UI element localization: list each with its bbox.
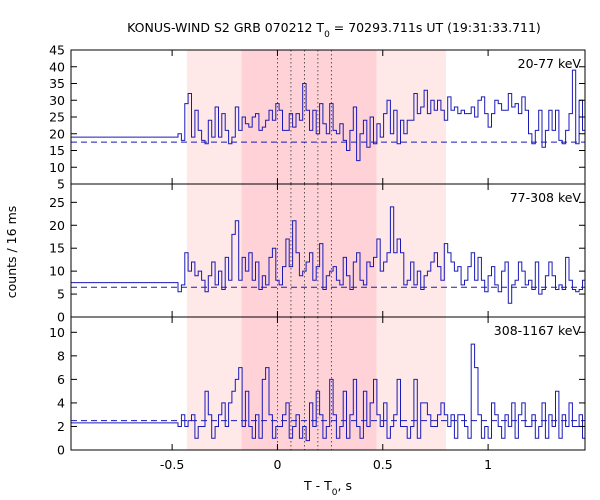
y-tick-label: 10 — [49, 160, 65, 175]
y-tick-label: 8 — [57, 348, 65, 363]
chart-title-rest: = 70293.711s UT (19:31:33.711) — [330, 20, 541, 35]
chart-title-subscript: 0 — [324, 30, 330, 40]
y-tick-label: 25 — [49, 110, 65, 125]
y-tick-label: 4 — [57, 395, 65, 410]
energy-band-label: 20-77 keV — [518, 56, 582, 71]
y-tick-label: 0 — [57, 443, 65, 458]
x-tick-label: -0.5 — [160, 457, 184, 472]
y-tick-label: 45 — [49, 43, 65, 58]
y-tick-label: 2 — [57, 419, 65, 434]
chart-title-main: KONUS-WIND S2 GRB 070212 T — [127, 20, 324, 35]
y-tick-label: 20 — [49, 218, 65, 233]
energy-band-label: 308-1167 keV — [494, 323, 582, 338]
x-axis-title-main: T - T — [303, 478, 332, 493]
x-tick-label: 0 — [273, 457, 281, 472]
y-tick-label: 6 — [57, 372, 65, 387]
y-tick-label: 10 — [49, 264, 65, 279]
y-tick-label: 25 — [49, 195, 65, 210]
chart-title: KONUS-WIND S2 GRB 070212 T0 = 70293.711s… — [127, 20, 541, 40]
y-tick-label: 10 — [49, 325, 65, 340]
count-rate-series — [71, 343, 586, 442]
y-tick-label: 20 — [49, 126, 65, 141]
y-tick-label: 15 — [49, 241, 65, 256]
y-tick-label: 15 — [49, 143, 65, 158]
y-tick-label: 5 — [57, 177, 65, 192]
energy-band-label: 77-308 keV — [510, 190, 582, 205]
x-axis-title-subscript: 0 — [332, 488, 338, 498]
x-axis-title-rest: , s — [338, 478, 352, 493]
count-rate-series — [71, 206, 586, 304]
panel-2: 0 5 10 15 20 25 77-308 keV — [49, 183, 586, 325]
y-tick-label: 40 — [49, 59, 65, 74]
y-tick-label: 30 — [49, 93, 65, 108]
y-tick-label: 35 — [49, 76, 65, 91]
count-rate-series — [71, 69, 586, 162]
y-tick-label: 0 — [57, 310, 65, 325]
shaded-region-2 — [241, 184, 377, 317]
y-axis-title: counts / 16 ms — [4, 206, 19, 299]
x-tick-label: 0.5 — [373, 457, 393, 472]
x-tick-label: 1 — [484, 457, 492, 472]
y-tick-label: 5 — [57, 287, 65, 302]
x-axis-title: T - T0, s — [303, 478, 352, 498]
panel-frame — [70, 316, 586, 451]
panel-3: 0 2 4 6 8 10 308-1167 keV — [49, 316, 586, 458]
